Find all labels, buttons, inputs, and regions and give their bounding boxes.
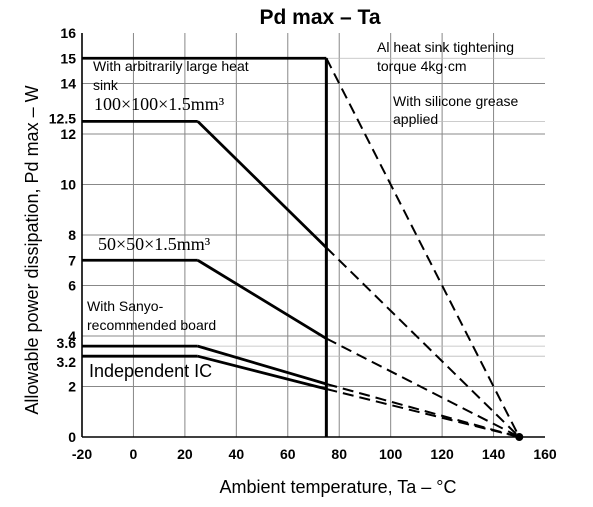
x-axis-label: Ambient temperature, Ta – °C	[220, 477, 457, 497]
x-tick-label: 100	[379, 446, 403, 462]
series-segment	[326, 383, 520, 438]
series-segment	[325, 246, 520, 438]
y-tick-label: 16	[60, 25, 76, 41]
y-tick-label-extra: 3.6	[57, 335, 77, 351]
y-tick-label: 4	[68, 328, 76, 344]
y-tick-label-extra: 3.2	[57, 354, 77, 370]
label-independent-ic: Independent IC	[89, 361, 212, 381]
x-tick-label: 80	[331, 446, 347, 462]
series-segment	[197, 259, 328, 340]
label-torque-line2: torque 4kg·cm	[377, 58, 466, 74]
label-grease-line2: applied	[393, 111, 438, 127]
x-tick-label: 120	[430, 446, 454, 462]
y-tick-label: 0	[68, 429, 76, 445]
series-segment	[197, 354, 327, 391]
label-sanyo-line1: With Sanyo-	[87, 298, 164, 314]
y-tick-label-extra: 15	[60, 50, 76, 66]
x-tick-label: 60	[280, 446, 296, 462]
y-axis-label: Allowable power dissipation, Pd max – W	[22, 85, 42, 414]
series-segment	[325, 57, 521, 438]
series-segment	[196, 120, 328, 249]
y-tick-label: 8	[68, 227, 76, 243]
label-large-heat-sink-line2: sink	[93, 77, 119, 93]
x-tick-label: 40	[229, 446, 245, 462]
label-sanyo-line2: recommended board	[87, 317, 216, 333]
y-tick-label: 14	[60, 76, 76, 92]
series-segment	[197, 344, 327, 386]
label-board-50: 50×50×1.5mm³	[98, 234, 211, 254]
label-grease-line1: With silicone grease	[393, 93, 518, 109]
x-tick-label: 160	[533, 446, 557, 462]
x-tick-label: 20	[177, 446, 193, 462]
series-segment	[325, 337, 520, 438]
y-tick-label: 2	[68, 379, 76, 395]
y-tick-label: 6	[68, 278, 76, 294]
y-tick-label-extra: 7	[68, 252, 76, 268]
y-tick-label: 10	[60, 177, 76, 193]
convergence-point	[515, 433, 524, 441]
chart-title: Pd max – Ta	[260, 6, 381, 29]
label-large-heat-sink-line1: With arbitrarily large heat	[93, 58, 249, 74]
label-torque-line1: Al heat sink tightening	[377, 39, 514, 55]
x-tick-label: -20	[72, 446, 92, 462]
label-board-100: 100×100×1.5mm³	[94, 94, 225, 114]
x-tick-label: 140	[482, 446, 506, 462]
x-tick-label: 0	[130, 446, 138, 462]
y-tick-label: 12	[60, 126, 76, 142]
y-tick-label-extra: 12.5	[49, 110, 76, 126]
